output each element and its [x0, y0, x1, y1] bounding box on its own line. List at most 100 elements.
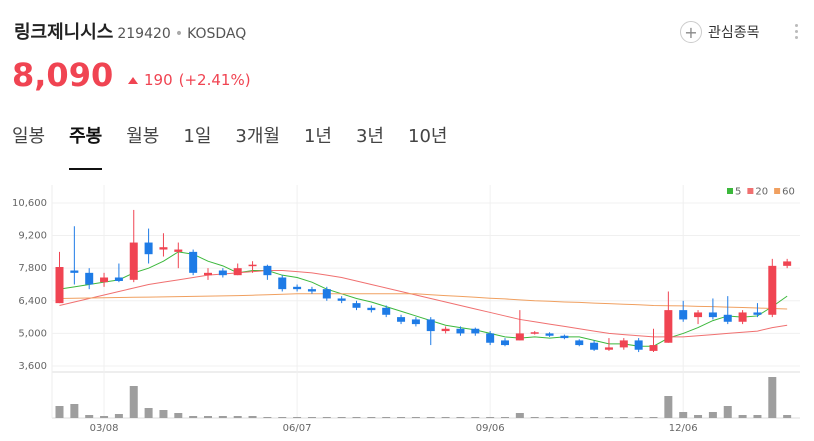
- volume-bar: [204, 416, 212, 418]
- candle-body: [367, 307, 376, 311]
- candle-body: [619, 340, 628, 348]
- volume-bar: [55, 406, 64, 418]
- volume-bar: [159, 410, 168, 418]
- tab[interactable]: 월봉: [126, 126, 160, 147]
- y-tick-label: 7,800: [18, 263, 47, 274]
- moving-average-line: [59, 270, 788, 338]
- candle-body: [664, 310, 673, 343]
- volume-bar: [471, 417, 480, 418]
- volume-bar: [189, 416, 198, 418]
- candle-body: [263, 265, 272, 276]
- volume-bar: [426, 417, 435, 418]
- candle-body: [783, 261, 792, 266]
- volume-bar: [129, 386, 138, 418]
- watch-button[interactable]: + 관심종목: [680, 21, 760, 43]
- volume-bar: [649, 417, 658, 418]
- candle-body: [70, 270, 79, 273]
- candle-body: [486, 333, 495, 343]
- candle-body: [441, 328, 450, 332]
- plus-icon: +: [680, 21, 702, 43]
- volume-bar: [590, 417, 599, 418]
- volume-bar: [753, 415, 762, 418]
- candle-body: [85, 272, 94, 285]
- volume-bar: [293, 417, 302, 418]
- legend-label: 20: [755, 187, 768, 198]
- volume-bar: [619, 417, 628, 418]
- volume-bar: [456, 417, 465, 418]
- tab[interactable]: 3년: [355, 126, 384, 147]
- candle-body: [501, 340, 509, 346]
- candle-body: [337, 298, 346, 301]
- volume-bar: [144, 408, 153, 418]
- price: 8,090: [12, 56, 114, 94]
- separator: •: [174, 26, 184, 42]
- candle-body: [590, 342, 599, 350]
- legend-swatch: [727, 188, 733, 194]
- tab[interactable]: 10년: [408, 126, 448, 147]
- candle-body: [753, 312, 762, 315]
- candle-body: [144, 242, 153, 255]
- candle-body: [278, 277, 287, 290]
- volume-bar: [634, 417, 643, 418]
- menu-button[interactable]: [795, 24, 799, 42]
- volume-bar: [367, 417, 376, 418]
- candle-body: [545, 333, 554, 336]
- volume-bar: [278, 417, 287, 418]
- candle-body: [55, 267, 64, 304]
- candle-body: [530, 332, 539, 334]
- header: 링크제니시스 219420 • KOSDAQ: [14, 18, 246, 44]
- y-tick-label: 3,600: [18, 361, 47, 372]
- candle-body: [218, 270, 227, 276]
- x-tick-label: 09/06: [476, 423, 505, 434]
- tab[interactable]: 3개월: [235, 126, 280, 147]
- candle-body: [189, 251, 198, 273]
- volume-bar: [233, 416, 242, 418]
- candle-body: [708, 312, 717, 318]
- tab[interactable]: 1년: [303, 126, 332, 147]
- volume-bar: [218, 416, 227, 418]
- legend-label: 60: [782, 187, 795, 198]
- stock-code: 219420: [117, 26, 171, 42]
- candle-body: [159, 247, 168, 250]
- candle-body: [456, 328, 465, 334]
- volume-bar: [337, 417, 346, 418]
- volume-bar: [263, 417, 272, 418]
- tab[interactable]: 1일: [183, 126, 212, 147]
- x-tick-label: 12/06: [669, 423, 698, 434]
- legend-label: 5: [735, 187, 741, 198]
- tab[interactable]: 주봉: [69, 122, 103, 170]
- x-tick-label: 06/07: [283, 423, 312, 434]
- candle-body: [723, 314, 732, 322]
- candle-body: [248, 264, 257, 267]
- candle-body: [604, 347, 613, 350]
- volume-bar: [114, 414, 123, 418]
- legend-swatch: [747, 188, 754, 194]
- volume-bar: [307, 417, 316, 418]
- moving-average-line: [59, 251, 788, 347]
- change-pct: (+2.41%): [178, 71, 251, 89]
- change: 190 (+2.41%): [128, 71, 251, 89]
- y-tick-label: 5,000: [18, 328, 47, 339]
- volume-bar: [575, 417, 584, 418]
- y-tick-label: 10,600: [12, 198, 47, 209]
- candle-body: [322, 289, 331, 299]
- volume-bar: [679, 412, 688, 418]
- market: KOSDAQ: [187, 26, 247, 42]
- volume-bar: [174, 413, 183, 418]
- candle-body: [397, 317, 406, 322]
- candle-body: [634, 340, 643, 350]
- up-icon: [128, 76, 138, 84]
- candle-body: [352, 303, 361, 308]
- stock-name: 링크제니시스: [14, 22, 114, 43]
- volume-bar: [768, 377, 777, 418]
- y-tick-label: 6,400: [18, 296, 47, 307]
- volume-bar: [441, 417, 450, 418]
- candle-body: [233, 268, 242, 276]
- tab[interactable]: 일봉: [12, 126, 46, 147]
- candle-body: [560, 335, 569, 339]
- candle-body: [649, 345, 658, 351]
- volume-bar: [694, 415, 703, 418]
- volume-bar: [100, 416, 109, 418]
